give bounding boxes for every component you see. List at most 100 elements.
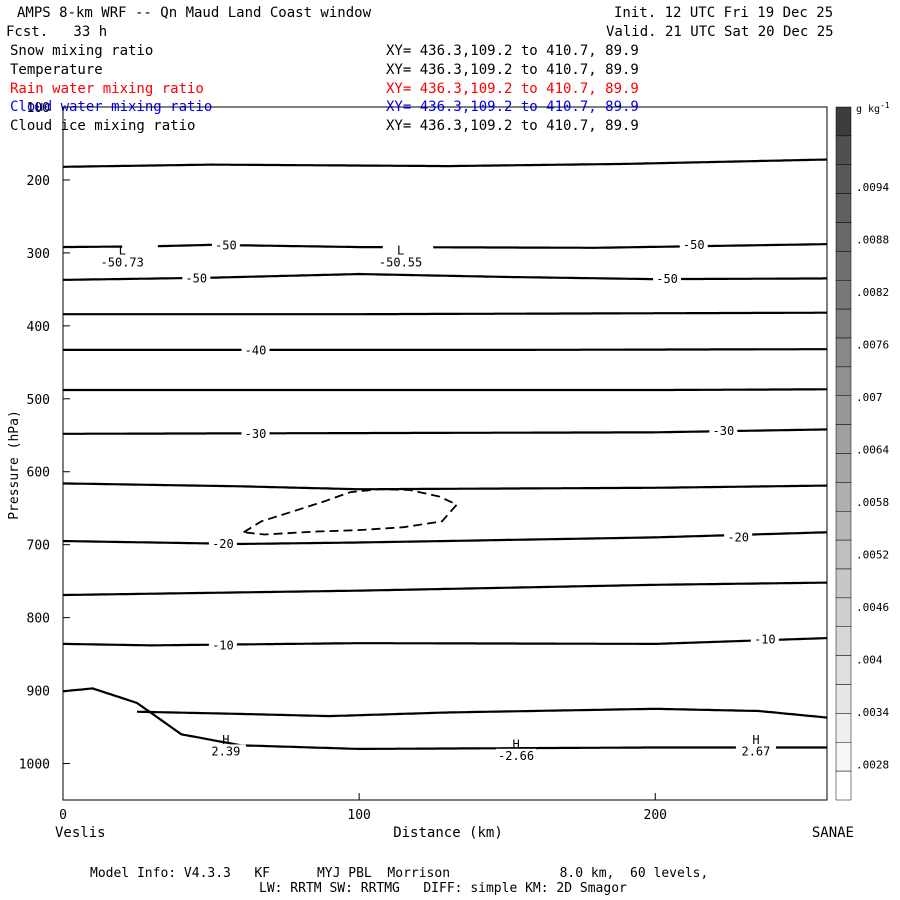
extremum-mark: H bbox=[222, 733, 229, 747]
colorbar-swatch bbox=[835, 395, 852, 425]
colorbar-swatch bbox=[835, 424, 852, 454]
colorbar-swatch bbox=[835, 539, 852, 570]
model-info-line2: LW: RRTM SW: RRTMG DIFF: simple KM: 2D S… bbox=[259, 881, 627, 896]
isotherm-2-seg-0 bbox=[62, 272, 827, 281]
colorbar-swatch bbox=[835, 511, 852, 541]
isotherm-5-seg-0 bbox=[63, 388, 827, 392]
forecast-hour: Fcst. 33 h bbox=[6, 24, 108, 40]
colorbar-tick-label: .0034 bbox=[856, 706, 889, 719]
extremum-value: -50.73 bbox=[101, 256, 144, 270]
contour-label-bg bbox=[182, 271, 211, 286]
isotherm-9-seg-0 bbox=[63, 581, 828, 597]
colorbar-tick-label: .0058 bbox=[856, 496, 889, 509]
x-axis-label: Distance (km) bbox=[393, 825, 503, 841]
contour-label-bg bbox=[241, 343, 270, 358]
isotherm-layer bbox=[62, 158, 828, 750]
extremum-value: 2.39 bbox=[211, 744, 240, 758]
model-info-line1: Model Info: V4.3.3 KF MYJ PBL Morrison 8… bbox=[90, 866, 709, 881]
contour-label: -10 bbox=[212, 638, 234, 652]
contour-label-bg bbox=[653, 272, 682, 287]
contour-label: -20 bbox=[727, 530, 749, 544]
isotherm-10-seg-0 bbox=[63, 637, 828, 647]
contour-label: -20 bbox=[212, 537, 234, 551]
contour-label-bg bbox=[208, 638, 237, 653]
y-tick-label: 400 bbox=[27, 320, 50, 335]
extremum-mark: L bbox=[119, 244, 126, 258]
contour-label-bg bbox=[208, 536, 237, 551]
y-tick-label: 500 bbox=[27, 393, 50, 408]
y-axis: 100 200 300 400 500 600 700 800 900 1000 bbox=[19, 101, 70, 773]
colorbar-unit-exponent: -1 bbox=[880, 101, 890, 110]
contour-label: -10 bbox=[754, 633, 776, 647]
colorbar-tick-label: .0046 bbox=[856, 601, 889, 614]
colorbar-swatch bbox=[835, 655, 852, 685]
colorbar-swatch bbox=[835, 366, 852, 396]
colorbar-swatch bbox=[835, 453, 852, 483]
colorbar-swatch bbox=[835, 106, 852, 137]
colorbar-swatch bbox=[835, 193, 852, 223]
x-right-endpoint: SANAE bbox=[812, 825, 854, 841]
y-tick-label: 800 bbox=[27, 612, 50, 627]
y-tick-label: 700 bbox=[27, 539, 50, 554]
contour-label: -30 bbox=[713, 424, 735, 438]
y-tick-label: 300 bbox=[27, 247, 50, 262]
colorbar-swatch bbox=[835, 337, 852, 368]
contour-label: -40 bbox=[245, 344, 267, 358]
colorbar-swatch bbox=[835, 770, 852, 801]
y-tick-label: 100 bbox=[27, 101, 50, 116]
extremum-value-bg bbox=[205, 744, 246, 758]
valid-time: Valid. 21 UTC Sat 20 Dec 25 bbox=[606, 24, 834, 40]
colorbar-swatch bbox=[835, 742, 852, 772]
isotherm-1-seg-1 bbox=[157, 243, 383, 249]
legend-rain-label: Rain water mixing ratio bbox=[10, 81, 204, 97]
extremum-value: 2.67 bbox=[741, 744, 770, 758]
colorbar-tick-label: .0052 bbox=[856, 549, 889, 562]
colorbar-swatch bbox=[835, 280, 852, 310]
colorbar-tick-label: .0082 bbox=[856, 286, 889, 299]
extremum-mark: H bbox=[752, 733, 759, 747]
isotherm-12-seg-0 bbox=[62, 687, 827, 750]
x-axis: 0 100 200 bbox=[59, 793, 667, 823]
isotherm-3-seg-0 bbox=[63, 311, 827, 316]
legend-rain-xy: XY= 436.3,109.2 to 410.7, 89.9 bbox=[386, 81, 639, 97]
isotherm-0-seg-0 bbox=[63, 158, 828, 168]
isotherm-1-seg-0 bbox=[62, 245, 123, 249]
isotherm-1-seg-2 bbox=[433, 243, 828, 249]
contour-label-layer: -50 -50 -50 -50 -40 -30 -30 -20 -20 -10 -10 bbox=[182, 237, 779, 653]
extremum-value-bg bbox=[102, 255, 143, 269]
contour-label-bg bbox=[724, 530, 753, 545]
extremum-value-bg bbox=[735, 744, 776, 758]
contour-label: -50 bbox=[656, 272, 678, 286]
chart-title: AMPS 8-km WRF -- Qn Maud Land Coast wind… bbox=[17, 5, 372, 21]
colorbar-swatch bbox=[835, 482, 852, 512]
cloud-ice-contour-layer bbox=[243, 488, 459, 536]
legend-cloud-ice-label: Cloud ice mixing ratio bbox=[10, 118, 196, 134]
contour-label: -50 bbox=[683, 238, 705, 252]
y-tick-label: 900 bbox=[27, 685, 50, 700]
cloud-ice-dashed-contour bbox=[243, 488, 459, 536]
colorbar-tick-label: .0028 bbox=[856, 759, 889, 772]
legend-temperature-label: Temperature bbox=[10, 62, 103, 78]
isotherm-6-seg-0 bbox=[63, 428, 828, 435]
plot-frame bbox=[62, 106, 828, 801]
contour-label: -50 bbox=[185, 271, 207, 285]
colorbar-swatch bbox=[835, 626, 852, 656]
legend-temperature-xy: XY= 436.3,109.2 to 410.7, 89.9 bbox=[386, 62, 639, 78]
contour-label-bg bbox=[750, 632, 779, 647]
extremum-value: -2.66 bbox=[498, 749, 534, 763]
contour-label-bg bbox=[679, 237, 708, 252]
colorbar-unit: g kg-1 bbox=[856, 101, 890, 115]
x-left-endpoint: Veslis bbox=[55, 825, 106, 841]
x-tick-label: 200 bbox=[644, 808, 667, 823]
init-time: Init. 12 UTC Fri 19 Dec 25 bbox=[614, 5, 834, 21]
colorbar-swatch bbox=[835, 568, 852, 599]
extremum-mark: L bbox=[397, 244, 404, 258]
colorbar-unit-base: g kg bbox=[856, 104, 880, 115]
contour-label-bg bbox=[211, 238, 240, 253]
contour-label-bg bbox=[709, 423, 738, 438]
colorbar-swatch bbox=[835, 713, 852, 743]
colorbar-tick-label: .004 bbox=[856, 654, 883, 667]
legend-snow-label: Snow mixing ratio bbox=[10, 43, 154, 59]
colorbar-swatch bbox=[835, 135, 852, 165]
